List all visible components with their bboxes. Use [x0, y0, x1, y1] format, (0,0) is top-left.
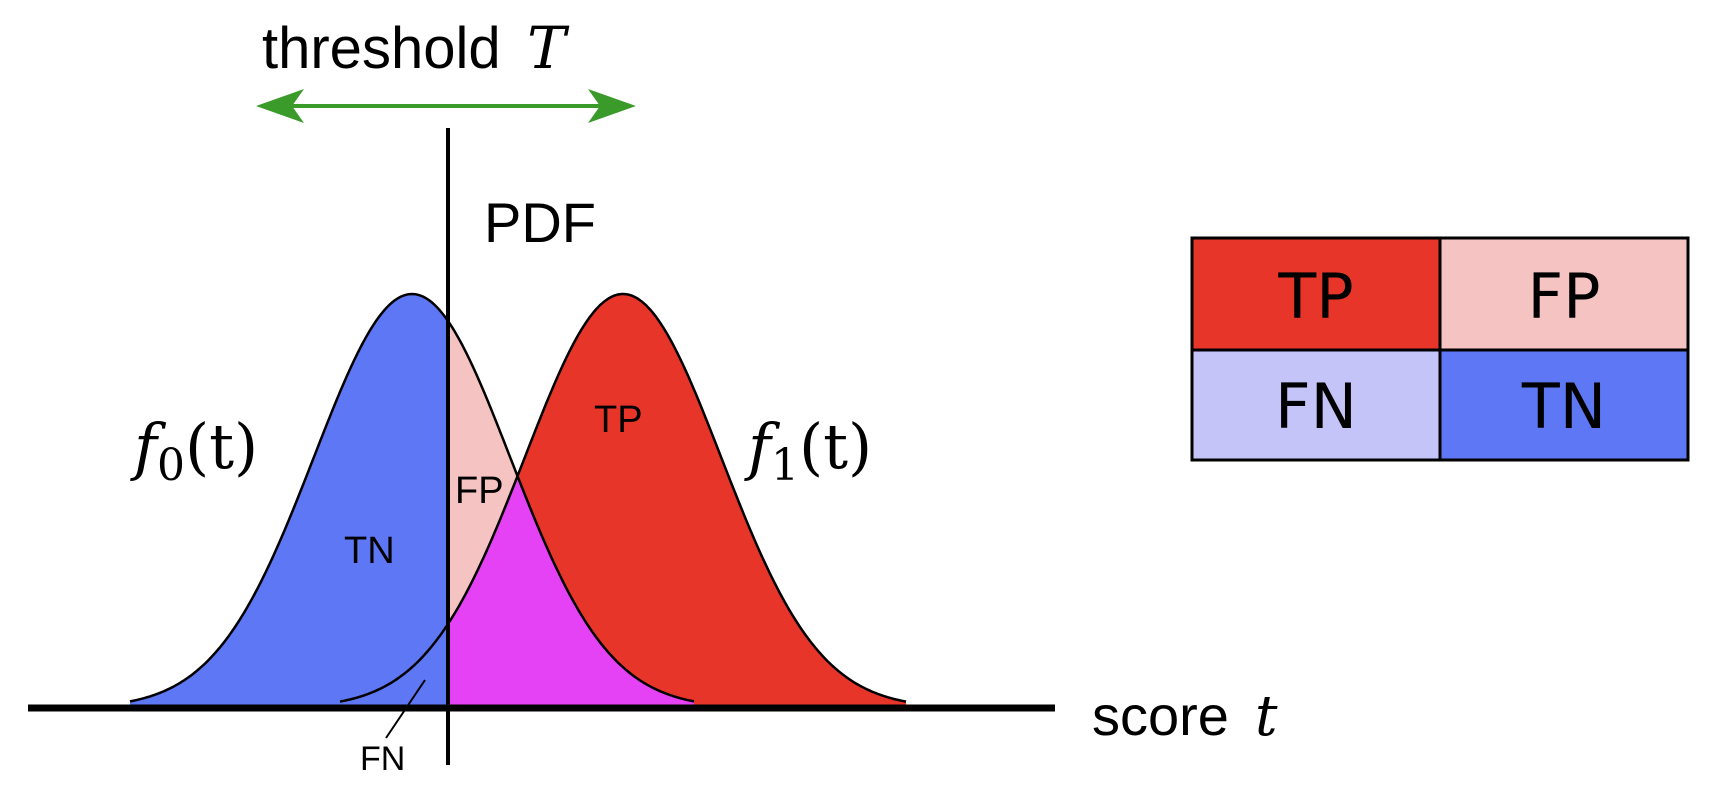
- f0-label: f0(t): [130, 410, 258, 491]
- tn-region: [130, 294, 448, 708]
- svg-text:score t: score t: [1092, 684, 1278, 749]
- fn-region-label: FN: [360, 740, 405, 778]
- f1-label: f1(t): [744, 410, 872, 491]
- score-axis-symbol: t: [1255, 684, 1278, 749]
- fn-pointer: [385, 679, 426, 739]
- legend-cell-fp: [1438, 236, 1690, 352]
- legend-cell-tp: [1190, 236, 1442, 352]
- legend-tn-label: TN: [1521, 370, 1606, 443]
- threshold-arrow[interactable]: [256, 89, 636, 123]
- svg-text:threshold T: threshold T: [262, 14, 570, 82]
- legend-tp-label: TP: [1277, 260, 1353, 333]
- legend-cell-tn: [1438, 348, 1690, 462]
- fp-region-label: FP: [455, 470, 504, 512]
- pdf-axis-label: PDF: [484, 191, 596, 254]
- threshold-symbol: T: [527, 14, 570, 82]
- f1-curve: [339, 292, 907, 703]
- f0-curve: [129, 292, 695, 703]
- legend-fn-label: FN: [1275, 370, 1357, 443]
- legend-fp-label: FP: [1527, 260, 1600, 333]
- tp-region-label: TP: [594, 399, 643, 441]
- score-axis-label: score: [1092, 684, 1229, 747]
- threshold-label: threshold: [262, 16, 501, 81]
- overlap-region: [448, 477, 694, 708]
- tn-region-label: TN: [344, 530, 395, 572]
- confusion-legend: TP FP FN TN: [1190, 236, 1690, 462]
